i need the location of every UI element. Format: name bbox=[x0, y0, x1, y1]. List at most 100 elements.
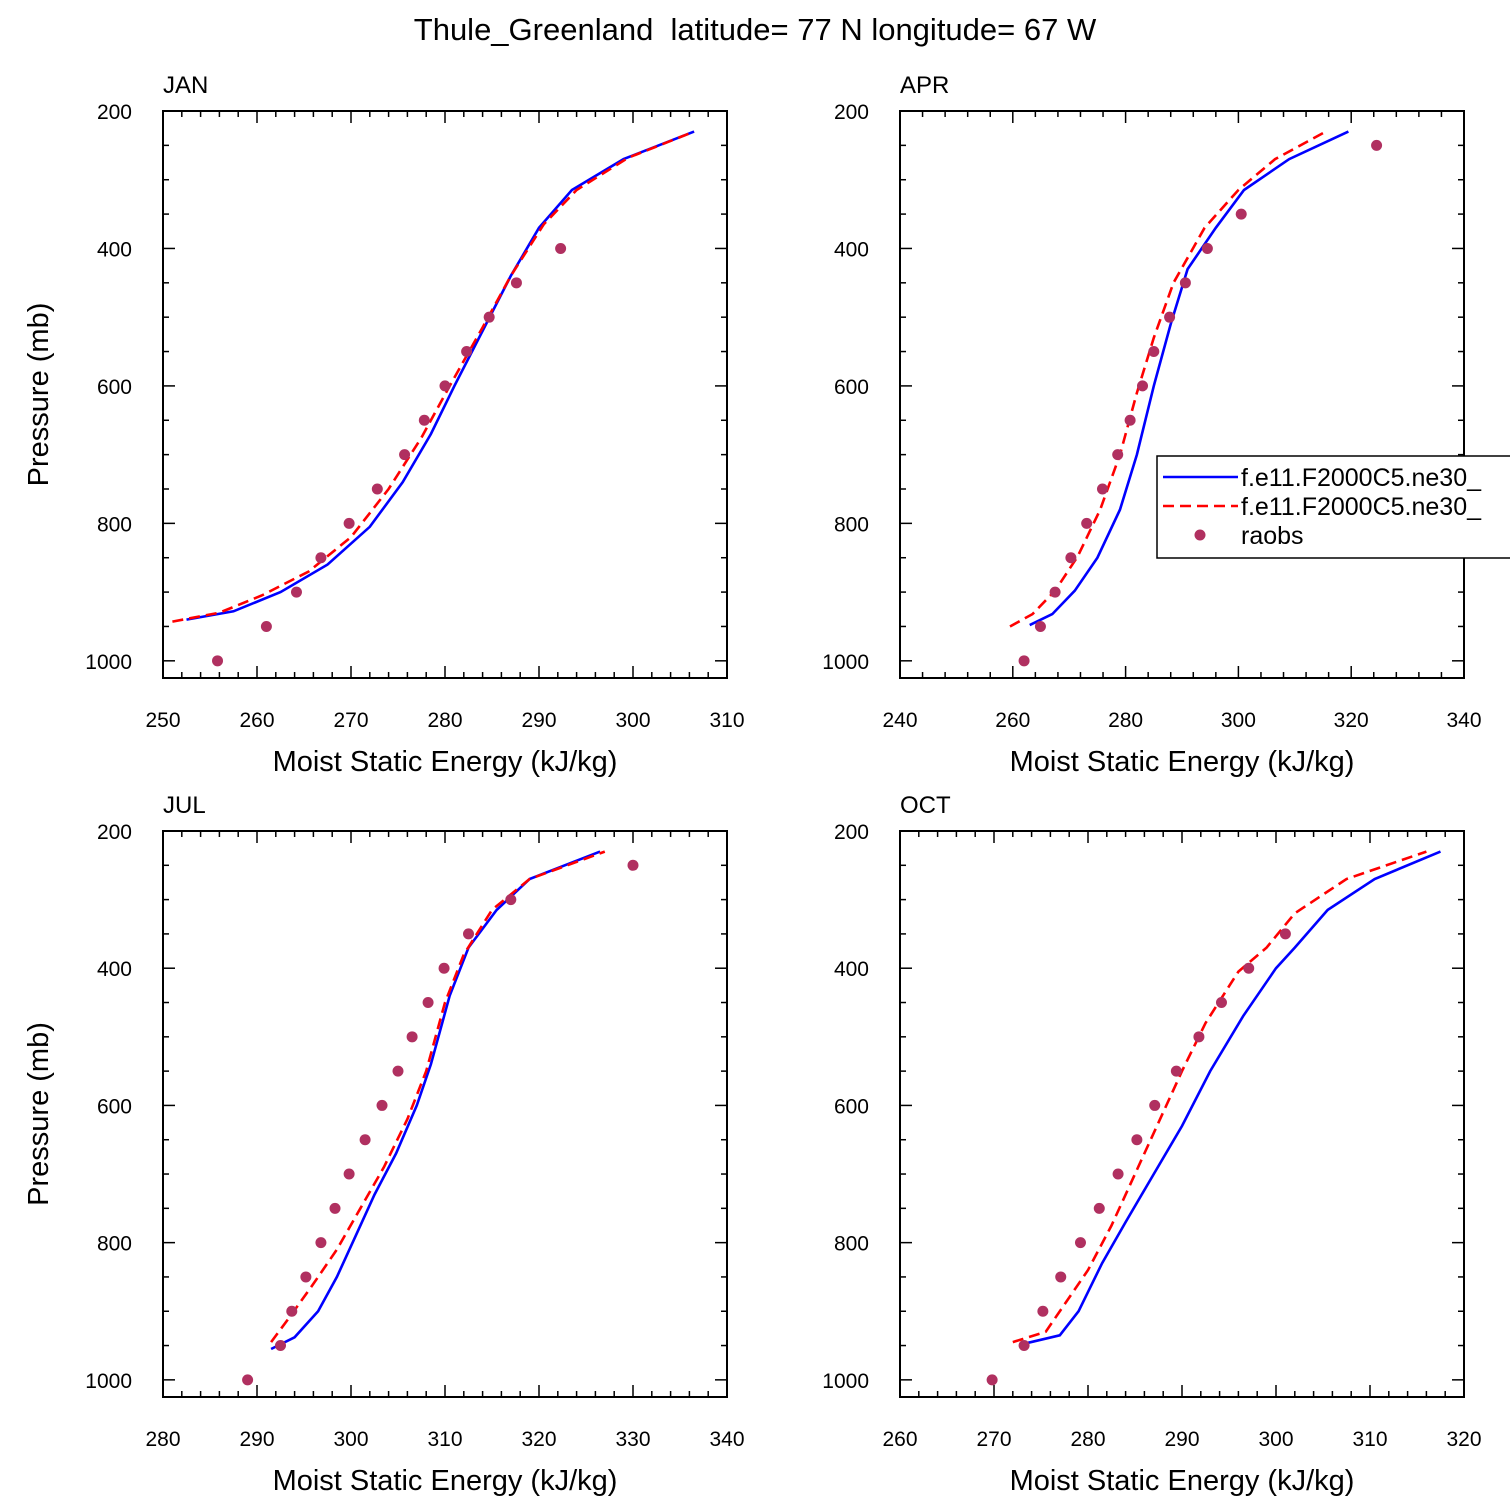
y-tick-label: 400 bbox=[97, 238, 132, 261]
chart-panel-jan: 250 260 270 280 290 300 310 200 400 600 800 1000 JAN… bbox=[23, 72, 745, 778]
x-tick-label: 240 bbox=[882, 709, 917, 732]
x-tick-label: 260 bbox=[995, 709, 1030, 732]
y-axis-label: Pressure (mb) bbox=[23, 303, 55, 487]
raobs-point bbox=[1279, 928, 1291, 940]
y-tick-label: 200 bbox=[97, 821, 132, 844]
x-tick-label: 260 bbox=[882, 1428, 917, 1451]
raobs-point bbox=[438, 962, 450, 974]
x-tick-label: 280 bbox=[1070, 1428, 1105, 1451]
series-line-solid bbox=[1029, 130, 1349, 627]
series-line-solid bbox=[270, 850, 601, 1351]
raobs-point bbox=[505, 894, 517, 906]
raobs-point bbox=[343, 517, 355, 529]
x-tick-label: 280 bbox=[1108, 709, 1143, 732]
y-tick-label: 400 bbox=[834, 958, 869, 981]
raobs-point bbox=[1137, 380, 1149, 392]
y-axis-label: Pressure (mb) bbox=[23, 1022, 55, 1206]
y-tick-label: 1000 bbox=[85, 1370, 132, 1393]
plot-frame bbox=[899, 830, 1465, 1398]
series-group bbox=[1012, 850, 1441, 1346]
raobs-point bbox=[376, 1099, 388, 1111]
y-tick-label: 1000 bbox=[822, 651, 869, 674]
raobs-point bbox=[1112, 449, 1124, 461]
raobs-point bbox=[555, 242, 567, 254]
x-tick-label: 320 bbox=[1446, 1428, 1481, 1451]
raobs-point bbox=[1112, 1168, 1124, 1180]
series-group bbox=[270, 850, 606, 1351]
x-axis-label: Moist Static Energy (kJ/kg) bbox=[273, 746, 618, 778]
raobs-point bbox=[1055, 1271, 1067, 1283]
raobs-point bbox=[275, 1340, 286, 1352]
raobs-point bbox=[286, 1305, 298, 1317]
plot-frame bbox=[899, 110, 1465, 679]
y-tick-label: 400 bbox=[834, 238, 869, 261]
raobs-point bbox=[290, 586, 302, 598]
page-title: Thule_Greenland latitude= 77 N longitude… bbox=[413, 12, 1097, 47]
raobs-point bbox=[406, 1031, 418, 1043]
y-tick-label: 800 bbox=[97, 1233, 132, 1256]
raobs-point bbox=[315, 1237, 327, 1249]
y-tick-label: 200 bbox=[97, 101, 132, 124]
raobs-point bbox=[1371, 139, 1383, 151]
y-tick-label: 800 bbox=[834, 1233, 869, 1256]
x-tick-label: 270 bbox=[976, 1428, 1011, 1451]
x-tick-label: 290 bbox=[239, 1428, 274, 1451]
raobs-point bbox=[1018, 655, 1030, 667]
raobs-point bbox=[461, 346, 473, 358]
raobs-point bbox=[1049, 586, 1061, 598]
x-tick-label: 280 bbox=[145, 1428, 180, 1451]
raobs-point bbox=[1065, 552, 1077, 564]
x-tick-label: 270 bbox=[333, 709, 368, 732]
raobs-point bbox=[439, 380, 451, 392]
x-axis-label: Moist Static Energy (kJ/kg) bbox=[1010, 1465, 1355, 1497]
x-tick-label: 290 bbox=[1164, 1428, 1199, 1451]
legend-marker bbox=[1194, 529, 1206, 541]
chart-legend: f.e11.F2000C5.ne30_f.e11.F2000C5.ne30_ra… bbox=[1156, 455, 1510, 559]
raobs-point bbox=[315, 552, 327, 564]
x-tick-label: 320 bbox=[1334, 709, 1369, 732]
raobs-point bbox=[1081, 517, 1093, 529]
raobs-point bbox=[1131, 1134, 1143, 1146]
x-tick-label: 290 bbox=[521, 709, 556, 732]
legend-entry-label: f.e11.F2000C5.ne30_ bbox=[1241, 493, 1482, 521]
raobs-point bbox=[1034, 620, 1046, 632]
raobs-point bbox=[1093, 1202, 1105, 1214]
legend-entry-label: f.e11.F2000C5.ne30_ bbox=[1241, 464, 1482, 492]
chart-panels: 250 260 270 280 290 300 310 200 400 600 800 1000 JAN… bbox=[23, 72, 1482, 1497]
raobs-point bbox=[1096, 483, 1108, 495]
panel-label: APR bbox=[900, 72, 949, 99]
x-tick-label: 340 bbox=[709, 1428, 744, 1451]
raobs-point bbox=[1074, 1237, 1086, 1249]
y-tick-label: 600 bbox=[834, 1095, 869, 1118]
series-line-dashed bbox=[172, 130, 695, 623]
chart-panel-apr: 240 260 280 300 320 340 200 400 600 800 1000 APR Moi… bbox=[822, 72, 1481, 778]
x-tick-label: 300 bbox=[1258, 1428, 1293, 1451]
x-tick-label: 310 bbox=[709, 709, 744, 732]
raobs-point bbox=[1179, 277, 1191, 289]
y-tick-label: 600 bbox=[97, 376, 132, 399]
y-tick-label: 800 bbox=[834, 513, 869, 536]
x-tick-label: 330 bbox=[615, 1428, 650, 1451]
y-tick-label: 600 bbox=[97, 1095, 132, 1118]
raobs-point bbox=[343, 1168, 355, 1180]
y-tick-label: 1000 bbox=[822, 1370, 869, 1393]
series-group bbox=[172, 130, 695, 623]
chart-panel-oct: 260 270 280 290 300 310 320 200 400 600 800 1000 OCT… bbox=[822, 792, 1481, 1497]
raobs-point bbox=[1148, 346, 1160, 358]
series-line-dashed bbox=[270, 850, 606, 1343]
legend-entry-label: raobs bbox=[1241, 522, 1304, 550]
raobs-point bbox=[1124, 414, 1136, 426]
raobs-point bbox=[418, 414, 430, 426]
x-tick-label: 310 bbox=[427, 1428, 462, 1451]
y-tick-label: 200 bbox=[834, 821, 869, 844]
series-line-solid bbox=[1021, 850, 1441, 1346]
raobs-point bbox=[212, 655, 224, 667]
y-tick-label: 400 bbox=[97, 958, 132, 981]
raobs-point bbox=[260, 620, 272, 632]
x-axis-label: Moist Static Energy (kJ/kg) bbox=[1010, 746, 1355, 778]
raobs-point bbox=[329, 1202, 341, 1214]
raobs-point bbox=[300, 1271, 312, 1283]
x-tick-label: 310 bbox=[1352, 1428, 1387, 1451]
raobs-point bbox=[510, 277, 522, 289]
raobs-point bbox=[483, 311, 495, 323]
